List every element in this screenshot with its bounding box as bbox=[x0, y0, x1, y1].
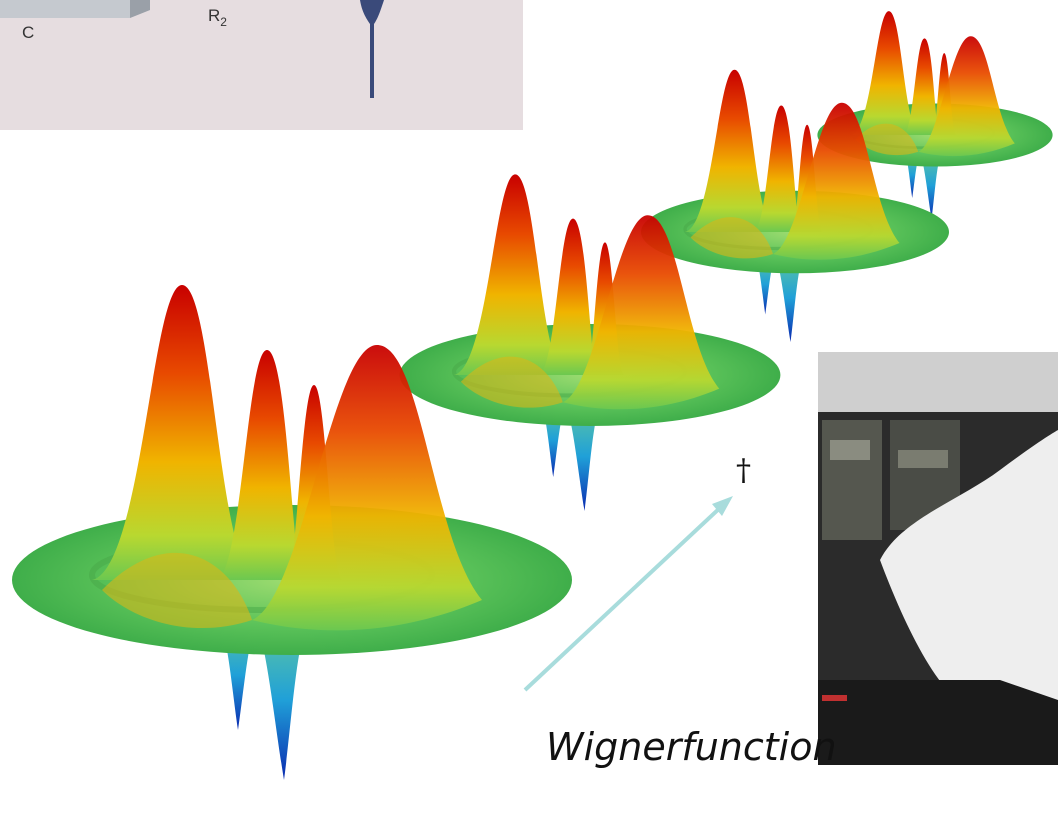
slide: C R2 † Wignerfunction bbox=[0, 0, 1058, 821]
photo-ceiling bbox=[818, 352, 1058, 412]
photo-rack bbox=[822, 420, 882, 540]
photo-tool bbox=[822, 695, 847, 701]
photo-table bbox=[818, 680, 1058, 765]
inset-block bbox=[0, 0, 150, 18]
inset-label-subscript: 2 bbox=[220, 15, 227, 29]
photo-instrument bbox=[830, 440, 870, 460]
dagger: † bbox=[736, 453, 751, 488]
inset-panel bbox=[0, 0, 523, 130]
caption: Wignerfunction bbox=[546, 725, 837, 769]
lab-photo bbox=[818, 352, 1058, 765]
photo-instrument bbox=[898, 450, 948, 468]
inset-label: R bbox=[208, 6, 220, 25]
inset-label: C bbox=[22, 23, 34, 42]
